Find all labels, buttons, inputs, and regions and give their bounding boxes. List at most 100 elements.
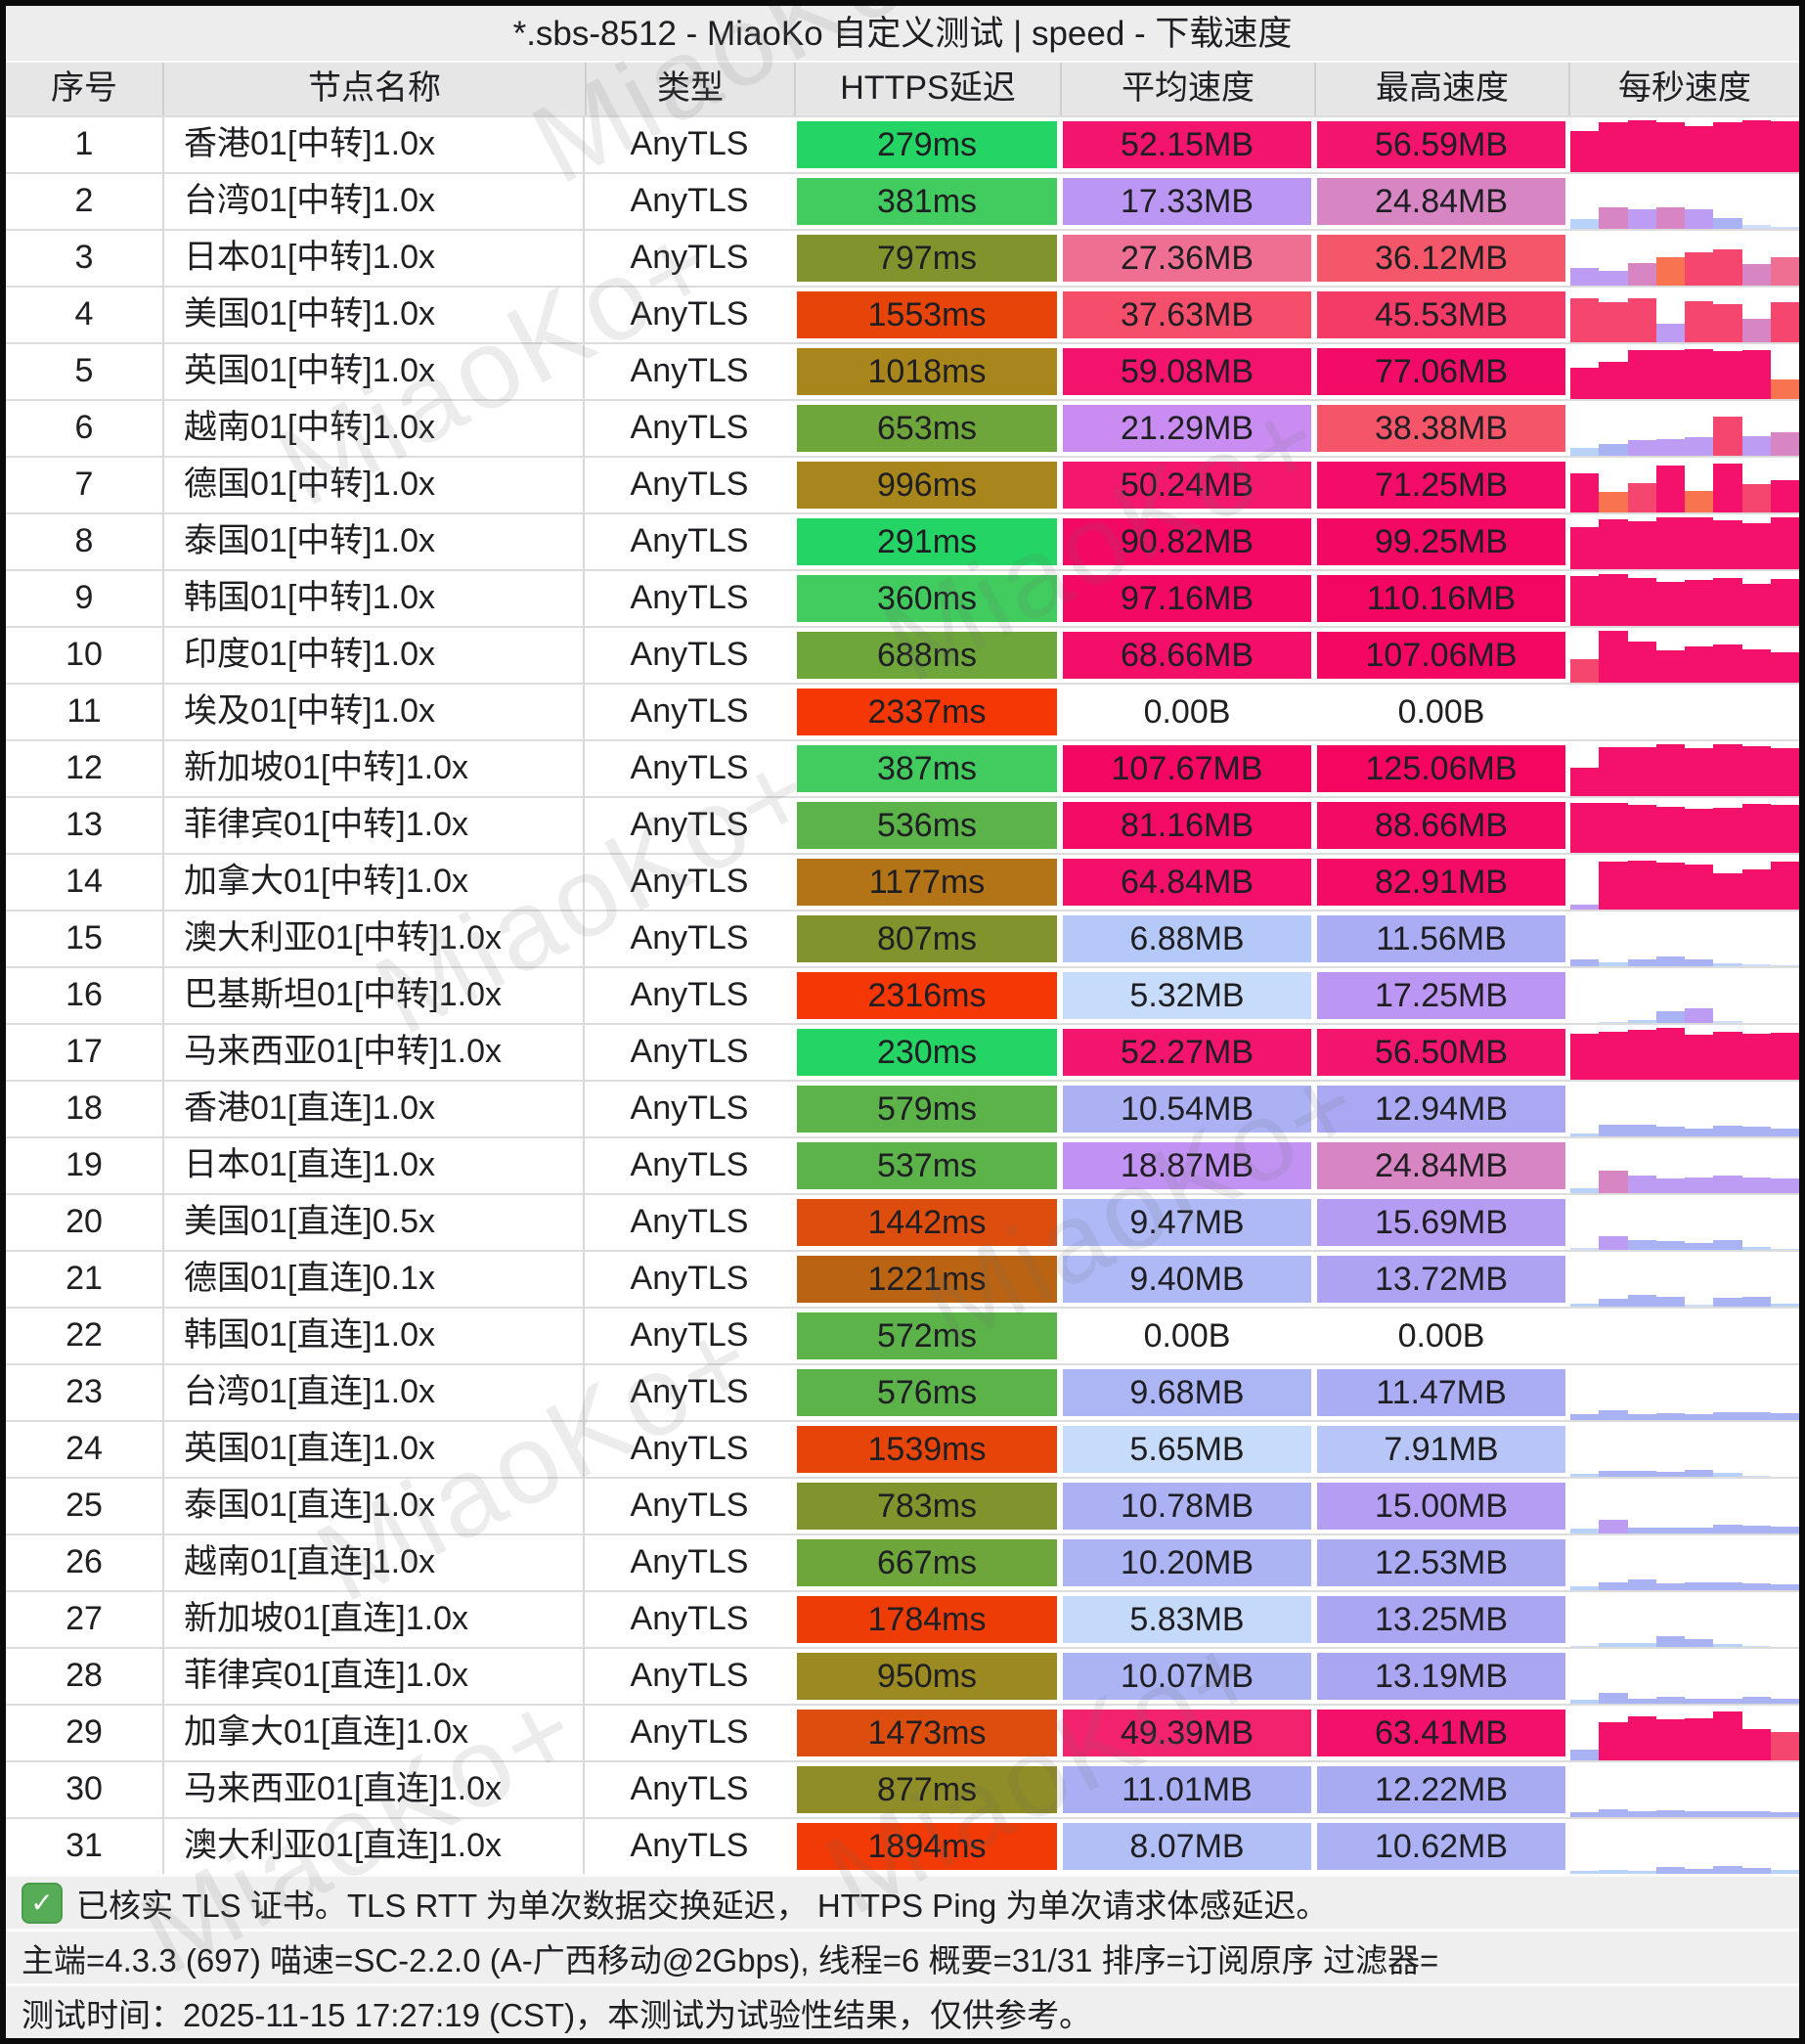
speed-bar [1655, 955, 1685, 966]
speed-bar [1627, 521, 1656, 569]
per-second-speed-chart [1568, 1309, 1799, 1363]
row-index: 2 [74, 182, 94, 219]
speed-bar [1685, 958, 1714, 966]
speed-bar [1685, 1035, 1714, 1080]
max-speed-value-cell: 82.91MB [1314, 855, 1568, 910]
speed-bar [1685, 865, 1714, 910]
max-speed-value: 13.25MB [1317, 1596, 1565, 1643]
max-speed-value-cell: 12.53MB [1314, 1535, 1568, 1590]
avg-speed-value-cell: 8.07MB [1060, 1819, 1314, 1874]
speed-bar [1770, 1128, 1799, 1136]
speed-bar [1713, 872, 1742, 910]
node-name: 越南01[中转]1.0x [162, 401, 585, 456]
row-index: 18 [66, 1089, 103, 1127]
https-latency-value: 1784ms [797, 1596, 1057, 1643]
speed-bar [1570, 575, 1600, 626]
speed-bar [1685, 1582, 1714, 1590]
speed-bar [1655, 581, 1685, 626]
speed-bar [1599, 1410, 1628, 1420]
row-index: 10 [66, 636, 103, 673]
speed-bar [1713, 1698, 1742, 1704]
max-speed-value: 0.00B [1317, 689, 1565, 735]
speed-bar [1713, 578, 1742, 626]
row-index: 29 [66, 1713, 103, 1751]
node-name: 澳大利亚01[直连]1.0x [162, 1819, 585, 1874]
speed-bar [1627, 1020, 1656, 1023]
speed-bar [1741, 318, 1771, 342]
https-latency-value: 667ms [797, 1539, 1057, 1586]
speed-bar [1770, 805, 1799, 853]
per-second-speed-chart [1568, 628, 1799, 683]
column-header-type: 类型 [585, 63, 794, 115]
speed-bar [1599, 962, 1628, 966]
speed-bar [1570, 1645, 1600, 1647]
https-latency-value-cell: 807ms [794, 911, 1060, 966]
node-name: 日本01[中转]1.0x [162, 231, 585, 286]
avg-speed-value: 27.36MB [1063, 235, 1311, 282]
speed-bar [1713, 350, 1742, 399]
speed-bar [1713, 963, 1742, 966]
speed-bar [1599, 1693, 1628, 1704]
https-latency-value-cell: 797ms [794, 231, 1060, 286]
avg-speed-value: 10.78MB [1063, 1483, 1311, 1530]
speed-bar [1685, 1810, 1714, 1817]
max-speed-value-cell: 24.84MB [1314, 174, 1568, 229]
speed-bar [1685, 252, 1714, 286]
avg-speed-value-cell: 50.24MB [1060, 458, 1314, 512]
speed-bar [1741, 583, 1771, 626]
table-row: 10 印度01[中转]1.0x AnyTLS 688ms 68.66MB 107.06MB [6, 626, 1799, 683]
speed-bar [1655, 438, 1685, 456]
row-index: 6 [74, 409, 94, 446]
speed-bar [1770, 301, 1799, 342]
row-index: 15 [66, 919, 103, 956]
max-speed-value: 24.84MB [1317, 1142, 1565, 1189]
speed-bars [1570, 1255, 1799, 1307]
row-index: 27 [66, 1600, 103, 1637]
avg-speed-value-cell: 52.15MB [1060, 117, 1314, 172]
https-latency-value: 783ms [797, 1483, 1057, 1530]
row-index: 23 [66, 1373, 103, 1410]
avg-speed-value: 10.20MB [1063, 1539, 1311, 1586]
speed-bar [1770, 1178, 1799, 1193]
avg-speed-value-cell: 5.32MB [1060, 968, 1314, 1023]
speed-bar [1627, 641, 1656, 683]
node-name: 美国01[直连]0.5x [162, 1195, 585, 1250]
speed-bar [1685, 1008, 1714, 1023]
avg-speed-value-cell: 68.66MB [1060, 628, 1314, 683]
row-index: 16 [66, 976, 103, 1013]
column-header-per-second-speed: 每秒速度 [1568, 63, 1799, 115]
speed-bar [1770, 1412, 1799, 1420]
avg-speed-value: 8.07MB [1063, 1823, 1311, 1870]
speed-bar [1741, 1034, 1771, 1080]
avg-speed-value: 9.68MB [1063, 1369, 1311, 1416]
max-speed-value-cell: 7.91MB [1314, 1422, 1568, 1477]
speed-bar [1770, 1869, 1799, 1874]
max-speed-value: 15.69MB [1317, 1199, 1565, 1246]
speed-bar [1713, 1866, 1742, 1874]
speed-bars [1570, 177, 1799, 229]
speed-bar [1655, 1583, 1685, 1590]
avg-speed-value: 5.83MB [1063, 1596, 1311, 1643]
node-type: AnyTLS [630, 522, 749, 559]
speed-bar [1655, 1296, 1685, 1307]
avg-speed-value-cell: 0.00B [1060, 1309, 1314, 1363]
speed-bar [1741, 1526, 1771, 1533]
speed-bar [1570, 803, 1600, 853]
node-name: 英国01[直连]1.0x [162, 1422, 585, 1477]
node-type: AnyTLS [630, 1146, 749, 1183]
row-index: 30 [66, 1770, 103, 1807]
https-latency-value: 877ms [797, 1766, 1057, 1813]
row-index: 25 [66, 1487, 103, 1524]
table-row: 19 日本01[直连]1.0x AnyTLS 537ms 18.87MB 24.84MB [6, 1136, 1799, 1193]
speed-bars [1570, 1085, 1799, 1136]
avg-speed-value: 5.65MB [1063, 1426, 1311, 1473]
https-latency-value-cell: 950ms [794, 1649, 1060, 1704]
max-speed-value: 77.06MB [1317, 348, 1565, 395]
table-row: 7 德国01[中转]1.0x AnyTLS 996ms 50.24MB 71.25MB [6, 456, 1799, 512]
avg-speed-value-cell: 0.00B [1060, 685, 1314, 739]
node-name: 埃及01[中转]1.0x [162, 685, 585, 739]
table-row: 22 韩国01[直连]1.0x AnyTLS 572ms 0.00B 0.00B [6, 1307, 1799, 1363]
speed-bar [1627, 1240, 1656, 1250]
max-speed-value: 12.94MB [1317, 1086, 1565, 1133]
speed-bar [1770, 1033, 1799, 1080]
